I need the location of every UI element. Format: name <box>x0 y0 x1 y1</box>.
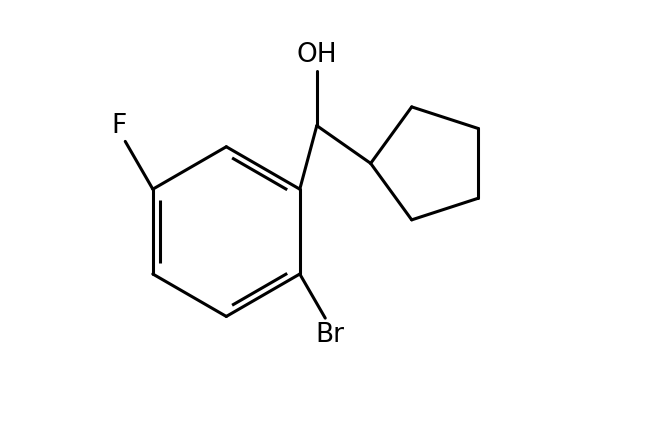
Text: Br: Br <box>315 322 344 348</box>
Text: OH: OH <box>297 42 337 68</box>
Text: F: F <box>111 113 126 139</box>
